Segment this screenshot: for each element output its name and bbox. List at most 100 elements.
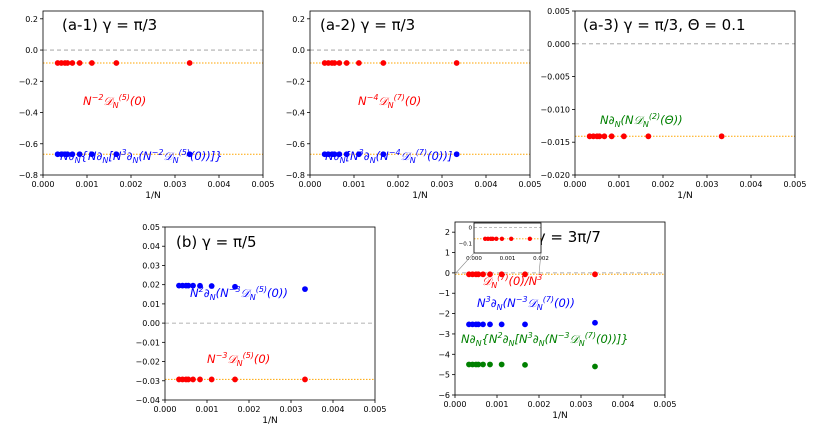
data-point: [197, 282, 203, 289]
x-tick-label: 0.002: [238, 405, 261, 414]
data-point: [197, 376, 203, 383]
y-tick-label: −4: [438, 350, 450, 359]
y-tick-label: −0.04: [135, 396, 160, 405]
x-tick-label: 0.002: [528, 400, 551, 409]
data-point: [475, 361, 482, 368]
x-axis-label: 1/N: [677, 191, 693, 201]
x-tick-label: 0.001: [486, 400, 509, 409]
data-point: [76, 60, 83, 66]
y-tick-label: 0: [445, 269, 450, 278]
inset-data-point: [490, 236, 495, 241]
data-point: [498, 321, 505, 328]
x-axis-label: 1/N: [552, 411, 568, 421]
x-axis-label: 1/N: [262, 416, 278, 426]
inset-y-tick-label: −0.1: [459, 242, 472, 248]
inset-connector: [454, 252, 475, 275]
x-tick-label: 0.001: [196, 405, 219, 414]
y-tick-label: −2: [438, 310, 450, 319]
inset-x-tick-label: 0.002: [533, 256, 549, 262]
inset-data-point: [509, 236, 514, 241]
data-point: [592, 363, 598, 370]
data-point: [343, 60, 350, 66]
data-point: [380, 151, 387, 158]
panel-a2: 0.000 0.001 0.002 0.003 0.004 0.005 0.2 0.0 −0.2…: [286, 10, 542, 201]
data-point: [331, 151, 338, 158]
data-point: [64, 60, 71, 66]
inset-y-tick-label: 0: [469, 226, 473, 232]
y-tick-label: −0.6: [19, 140, 38, 149]
y-tick-label: −5: [438, 371, 450, 380]
x-tick-label: 0.003: [164, 180, 187, 189]
data-point: [302, 376, 308, 383]
panel-a1: 0.000 0.001 0.002 0.003 0.004 0.005 0.2 0.0 −0.2…: [19, 10, 275, 201]
inset-data-point: [494, 236, 499, 241]
data-point: [453, 60, 460, 66]
series-label: N−4𝒟N(7)(0): [358, 93, 421, 110]
plot-frame: [309, 10, 531, 176]
data-point: [355, 151, 362, 158]
x-tick-label: 0.004: [208, 180, 231, 189]
plot-frame: [42, 10, 264, 176]
inset: 0.000 0.001 0.002 0 −0.1: [454, 222, 549, 275]
data-point: [69, 151, 76, 158]
y-tick-label: 0.0: [25, 46, 38, 55]
data-point: [498, 361, 505, 368]
data-point: [76, 151, 83, 158]
series-label: N∂N{N2∂N[N3∂N(N−3𝒟N(7)(0))]}: [461, 331, 629, 348]
y-tick-label: −0.02: [135, 358, 160, 367]
y-tick-label: 1: [445, 249, 450, 258]
y-tick-label: 0.02: [142, 281, 160, 290]
data-point: [208, 283, 215, 289]
data-point: [498, 271, 505, 278]
x-axis-label: 1/N: [145, 191, 161, 201]
panel-b: 0.000 0.001 0.002 0.003 0.004 0.005 0.05 0.04 0.…: [135, 223, 386, 426]
data-point: [620, 133, 627, 140]
data-point: [88, 151, 95, 158]
y-tick-label: −0.8: [19, 171, 38, 180]
x-tick-label: 0.005: [654, 400, 677, 409]
data-point: [522, 321, 528, 328]
y-tick-label: −0.03: [135, 377, 160, 386]
data-point: [608, 133, 615, 140]
series-label: N∂N{N∂N[N3∂N(N−2𝒟N(5)(0))]}: [60, 148, 223, 165]
y-tick-label: −1: [438, 289, 450, 298]
data-point: [592, 271, 598, 278]
series-label: N−3𝒟N(5)(0): [207, 351, 270, 368]
y-tick-label: −0.8: [286, 171, 305, 180]
x-tick-label: 0.005: [784, 180, 807, 189]
x-tick-label: 0.002: [652, 180, 675, 189]
series-label: 𝒟N(7)(0)/N3: [482, 273, 542, 290]
y-tick-label: 0.00: [142, 319, 160, 328]
series-label: N−2𝒟N(5)(0): [83, 93, 146, 110]
data-point: [453, 151, 460, 158]
inset-frame: [473, 222, 542, 254]
y-tick-label: 0.01: [142, 300, 160, 309]
y-tick-label: −3: [438, 330, 450, 339]
x-tick-label: 0.004: [740, 180, 763, 189]
x-tick-label: 0.005: [519, 180, 542, 189]
data-point: [475, 321, 482, 328]
y-tick-label: 0.005: [547, 7, 570, 16]
x-tick-label: 0.005: [252, 180, 275, 189]
x-tick-label: 0.003: [696, 180, 719, 189]
data-point: [185, 376, 192, 383]
x-tick-label: 0.003: [570, 400, 593, 409]
y-tick-label: −6: [438, 391, 450, 400]
x-axis-label: 1/N: [412, 191, 428, 201]
y-tick-label: 0.04: [142, 242, 160, 251]
x-tick-label: 0.002: [120, 180, 143, 189]
data-point: [186, 151, 193, 158]
inset-x-tick-label: 0.000: [466, 256, 482, 262]
data-point: [601, 133, 608, 140]
series-label: N∂N(N𝒟N(2)(Θ)): [600, 112, 683, 129]
x-tick-label: 0.001: [343, 180, 366, 189]
data-point: [645, 133, 652, 140]
data-point: [592, 319, 598, 326]
panel-title: (a-3) γ = π/3, Θ = 0.1: [583, 16, 746, 34]
inset-x-tick-label: 0.001: [500, 256, 516, 262]
data-point: [343, 151, 350, 158]
data-point: [487, 321, 493, 328]
panel-title: (a-1) γ = π/3: [62, 16, 157, 34]
data-point: [190, 282, 196, 289]
y-tick-label: 0.03: [142, 261, 160, 270]
